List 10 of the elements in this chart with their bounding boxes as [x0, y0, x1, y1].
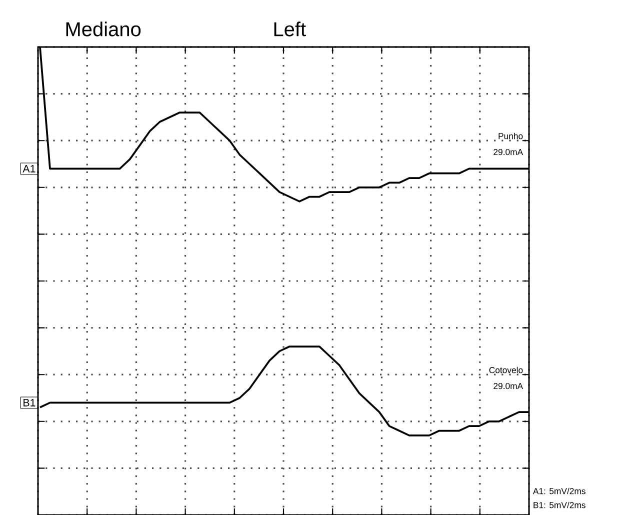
chart-title: Mediano — [66, 22, 141, 36]
chart-subtitle: Left — [274, 22, 306, 36]
annotation: 29.0mA — [494, 148, 524, 156]
text: B1: 5mV/2ms — [534, 502, 586, 508]
series-label: B1 — [24, 399, 36, 406]
text: A1: 5mV/2ms — [532, 488, 586, 494]
annotation: Punho — [498, 132, 523, 140]
series-label: A1 — [22, 165, 36, 172]
annotation: Cotovelo — [489, 366, 523, 374]
annotation: 29.0mA — [494, 382, 524, 390]
